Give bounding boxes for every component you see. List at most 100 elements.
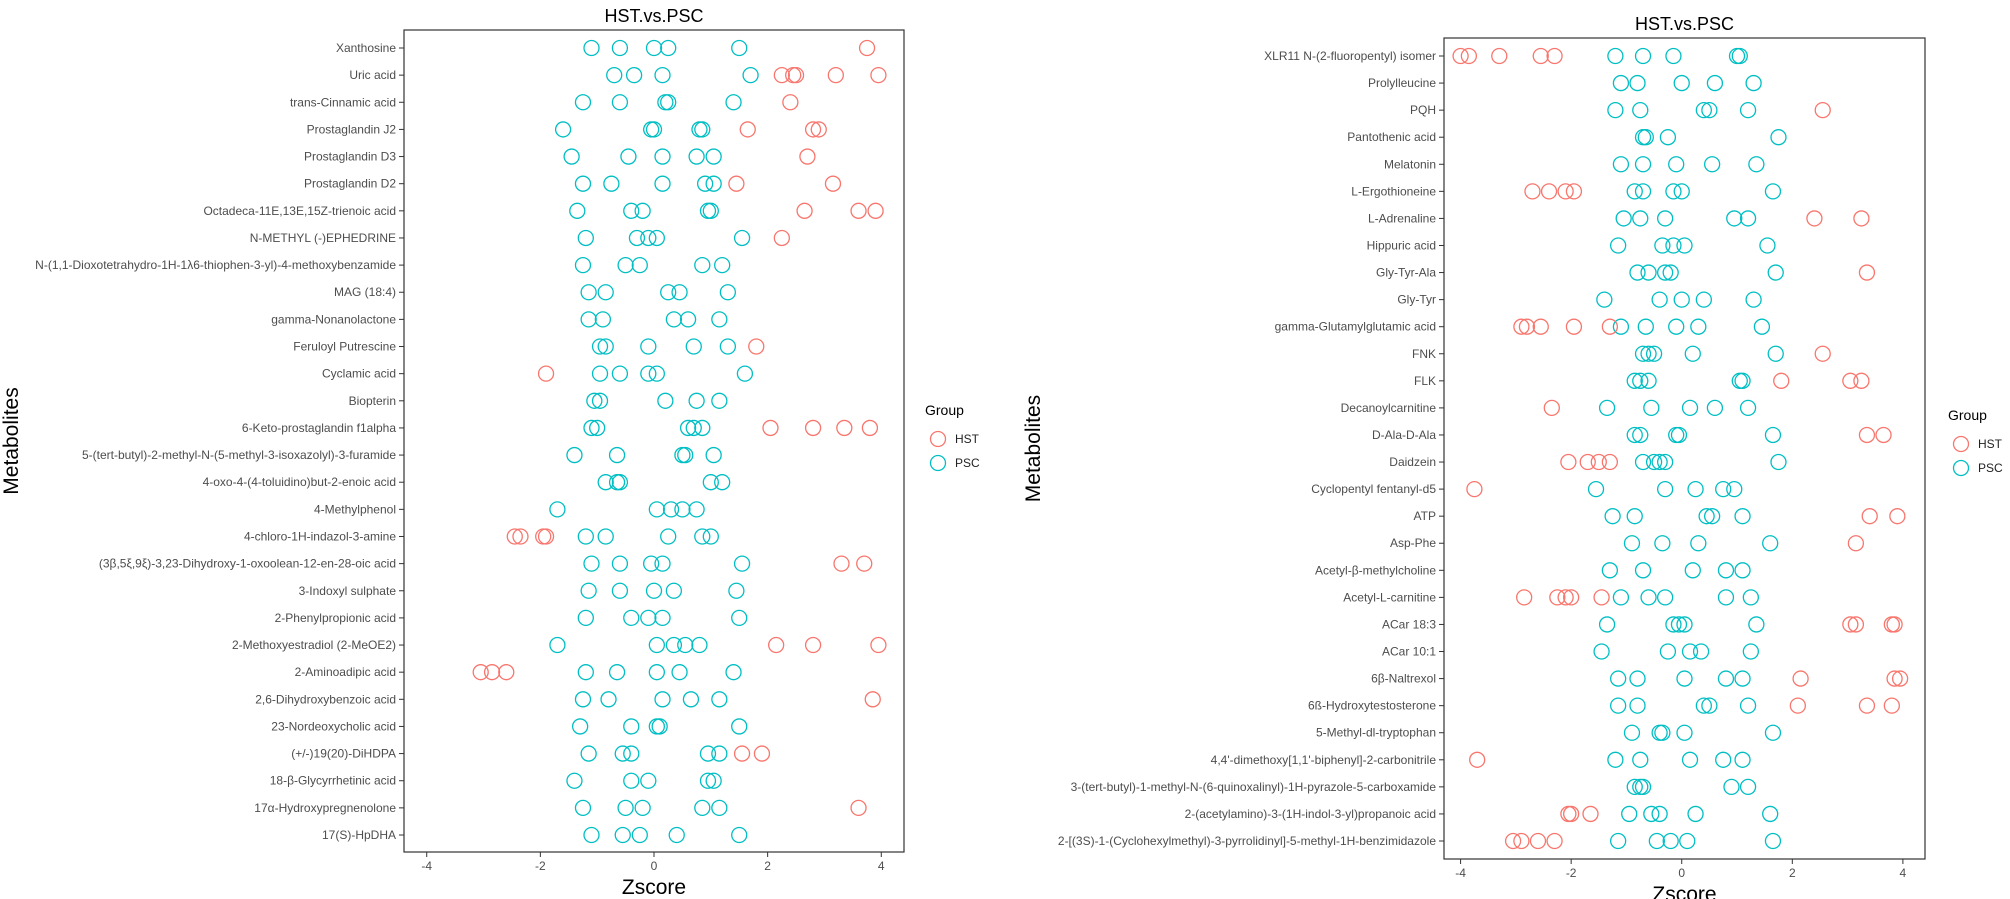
right-point-hst [1889, 508, 1906, 525]
left-point-psc [725, 94, 742, 111]
left-point-hst [824, 175, 842, 192]
right-point-psc [1665, 616, 1682, 633]
left-point-psc [671, 284, 688, 301]
left-category-label: Prostaglandin D3 [304, 150, 396, 164]
right-point-psc [1607, 47, 1624, 65]
left-point-psc [648, 501, 665, 518]
right-point-psc [1654, 535, 1671, 552]
right-x-tick-label: -2 [1566, 866, 1577, 880]
left-point-psc [699, 745, 717, 762]
right-point-psc [1634, 453, 1652, 471]
right-category-label: Gly-Tyr [1397, 293, 1436, 307]
right-point-hst [1593, 589, 1610, 606]
right-point-psc [1668, 318, 1685, 335]
left-category-label: 18-β-Glycyrrhetinic acid [270, 774, 396, 788]
left-point-psc [705, 446, 722, 464]
left-point-psc [640, 229, 657, 247]
right-point-psc [1687, 480, 1704, 498]
right-point-psc [1762, 805, 1779, 823]
right-point-psc [1676, 670, 1693, 687]
right-point-psc [1637, 129, 1654, 146]
right-point-psc [1739, 778, 1757, 796]
left-category-label: 2,6-Dihydroxybenzoic acid [255, 692, 396, 706]
left-point-psc [705, 148, 722, 165]
left-point-psc [623, 718, 640, 735]
left-category-label: N-(1,1-Dioxotetrahydro-1H-1λ6-thiophen-3… [35, 258, 396, 272]
right-point-hst [1452, 47, 1469, 65]
right-category-label: 2-[(3S)-1-(Cyclohexylmethyl)-3-pyrrolidi… [1058, 834, 1436, 848]
right-point-psc [1665, 47, 1682, 65]
left-point-psc [606, 66, 623, 84]
right-point-hst [1557, 183, 1574, 200]
left-point-psc [688, 148, 705, 165]
left-point-psc [731, 826, 748, 844]
right-category-label: Decanoylcarnitine [1341, 401, 1437, 415]
right-point-hst [1557, 589, 1574, 606]
right-point-psc [1629, 74, 1646, 92]
right-y-axis-title: Metabolites [1022, 395, 1045, 502]
left-point-psc [577, 528, 594, 545]
right-point-psc [1645, 345, 1663, 362]
left-category-label: (+/-)19(20)-DiHDPA [291, 747, 396, 761]
left-point-psc [654, 555, 671, 572]
left-point-psc [711, 745, 728, 762]
right-point-psc [1610, 670, 1627, 687]
right-point-psc [1598, 399, 1616, 417]
left-point-psc [725, 664, 742, 681]
left-point-psc [719, 284, 737, 301]
right-point-psc [1695, 697, 1713, 714]
right-point-psc [1662, 832, 1679, 850]
right-point-psc [1634, 156, 1652, 173]
right-point-psc [1676, 237, 1693, 254]
left-point-psc [600, 691, 617, 708]
left-point-psc [623, 609, 640, 627]
right-point-psc [1673, 74, 1690, 92]
left-point-psc [554, 121, 572, 138]
right-point-hst [1886, 616, 1903, 633]
left-point-psc [660, 528, 677, 545]
left-point-psc [597, 338, 614, 355]
left-point-psc [631, 256, 648, 274]
left-point-psc [733, 555, 751, 572]
right-point-psc [1684, 345, 1701, 362]
right-point-hst [1560, 453, 1577, 471]
right-point-hst [1847, 616, 1865, 633]
left-point-hst [728, 175, 745, 192]
left-point-psc [566, 446, 583, 464]
left-point-psc [731, 39, 748, 57]
left-point-psc [617, 799, 634, 817]
left-point-psc [611, 582, 629, 599]
left-point-hst [870, 66, 887, 84]
left-point-psc [617, 256, 634, 274]
left-point-hst [836, 419, 853, 437]
right-legend-key-hst [1952, 435, 1970, 453]
right-point-hst [1792, 670, 1809, 687]
right-point-psc [1621, 805, 1638, 823]
left-category-label: Cyclamic acid [322, 367, 396, 381]
right-point-hst [1529, 832, 1547, 850]
left-point-psc [640, 609, 657, 627]
left-point-hst [804, 419, 822, 437]
left-point-psc [648, 664, 665, 681]
right-point-psc [1634, 47, 1652, 65]
right-point-psc [1726, 210, 1743, 227]
left-point-psc [654, 691, 671, 708]
left-point-hst [867, 202, 884, 219]
left-point-psc [580, 745, 597, 762]
left-point-hst [472, 664, 489, 681]
right-point-hst [1853, 210, 1870, 227]
right-point-hst [1546, 832, 1563, 850]
left-point-psc [714, 474, 731, 491]
left-category-label: 17α-Hydroxypregnenolone [254, 801, 396, 815]
right-point-psc [1770, 453, 1787, 471]
left-point-psc [714, 256, 731, 274]
left-point-hst [537, 365, 555, 382]
left-point-psc [608, 446, 626, 464]
left-legend-label-hst: HST [955, 432, 980, 446]
left-point-psc [634, 202, 651, 219]
left-point-psc [665, 311, 683, 328]
right-point-psc [1656, 480, 1674, 498]
left-point-psc [583, 555, 600, 572]
left-point-psc [611, 365, 629, 382]
left-category-label: 4-oxo-4-(4-toluidino)but-2-enoic acid [203, 475, 396, 489]
